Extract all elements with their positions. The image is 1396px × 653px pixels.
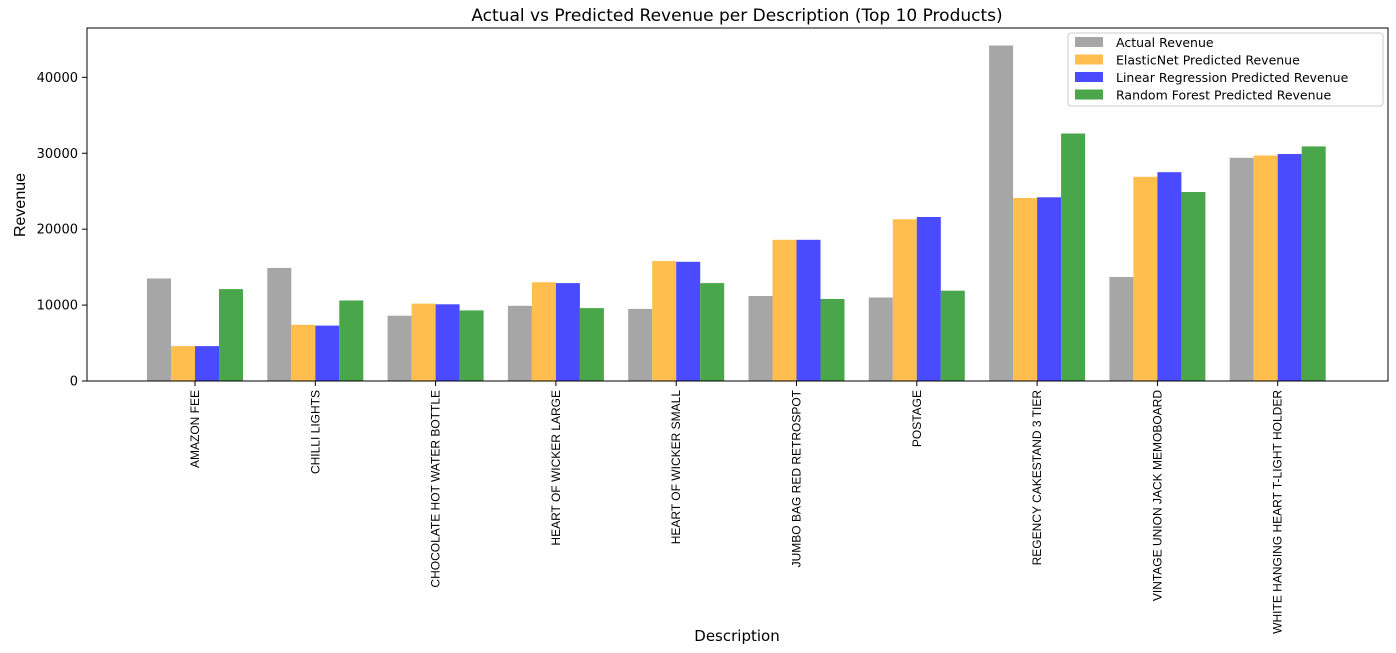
- bar-actual-revenue-0: [147, 278, 171, 381]
- bar-linear-regression-predicted-revenue-1: [315, 325, 340, 381]
- legend-label: Random Forest Predicted Revenue: [1116, 88, 1331, 103]
- bar-random-forest-predicted-revenue-3: [579, 308, 604, 381]
- plot-area-frame: [86, 27, 1389, 382]
- bar-elasticnet-predicted-revenue-4: [652, 261, 677, 381]
- bar-actual-revenue-7: [989, 45, 1014, 381]
- y-tick-label: 40000: [37, 71, 78, 86]
- bar-random-forest-predicted-revenue-1: [339, 300, 364, 381]
- bar-linear-regression-predicted-revenue-4: [676, 261, 701, 381]
- bar-linear-regression-predicted-revenue-2: [435, 304, 460, 381]
- bar-linear-regression-predicted-revenue-8: [1157, 172, 1182, 381]
- bar-random-forest-predicted-revenue-9: [1301, 146, 1326, 381]
- bar-linear-regression-predicted-revenue-3: [555, 283, 580, 381]
- legend-label: ElasticNet Predicted Revenue: [1116, 53, 1300, 68]
- bar-elasticnet-predicted-revenue-5: [772, 239, 797, 381]
- bar-linear-regression-predicted-revenue-7: [1037, 197, 1062, 381]
- x-tick-label: WHITE HANGING HEART T-LIGHT HOLDER: [1271, 390, 1285, 634]
- y-axis-ticks: 0 10000 20000 30000 40000: [37, 71, 87, 390]
- bar-actual-revenue-3: [507, 305, 532, 381]
- y-tick-label: 10000: [37, 299, 78, 314]
- bar-actual-revenue-2: [387, 315, 412, 381]
- y-axis-title: Revenue: [12, 173, 29, 237]
- bar-elasticnet-predicted-revenue-0: [171, 346, 195, 381]
- x-axis-ticks: AMAZON FEE CHILLI LIGHTS CHOCOLATE HOT WAT…: [188, 381, 1285, 634]
- bar-random-forest-predicted-revenue-0: [219, 289, 243, 381]
- legend-frame: [1067, 32, 1384, 107]
- x-tick-label: AMAZON FEE: [188, 390, 202, 468]
- bar-linear-regression-predicted-revenue-5: [796, 239, 821, 381]
- legend-label: Actual Revenue: [1116, 35, 1214, 50]
- x-tick-label: VINTAGE UNION JACK MEMOBOARD: [1150, 390, 1164, 601]
- x-tick-label: HEART OF WICKER SMALL: [669, 390, 683, 545]
- bar-elasticnet-predicted-revenue-3: [531, 282, 556, 381]
- y-tick-label: 30000: [37, 147, 78, 162]
- x-tick-label: POSTAGE: [910, 390, 924, 447]
- bar-random-forest-predicted-revenue-2: [459, 310, 484, 381]
- bar-random-forest-predicted-revenue-8: [1181, 192, 1206, 381]
- x-tick-label: HEART OF WICKER LARGE: [549, 390, 563, 546]
- legend: Actual Revenue ElasticNet Predicted Reven…: [1067, 32, 1384, 107]
- bar-actual-revenue-9: [1229, 157, 1254, 381]
- bar-elasticnet-predicted-revenue-8: [1133, 176, 1158, 381]
- legend-swatch: [1075, 89, 1103, 100]
- y-tick-label: 0: [70, 375, 78, 390]
- bar-elasticnet-predicted-revenue-9: [1253, 155, 1278, 381]
- bar-elasticnet-predicted-revenue-1: [291, 324, 316, 381]
- bars-layer: [147, 45, 1326, 381]
- bar-linear-regression-predicted-revenue-9: [1277, 154, 1302, 381]
- bar-elasticnet-predicted-revenue-7: [1013, 198, 1038, 381]
- x-tick-label: REGENCY CAKESTAND 3 TIER: [1030, 390, 1044, 566]
- y-tick-label: 20000: [37, 223, 78, 238]
- bar-linear-regression-predicted-revenue-6: [916, 217, 941, 381]
- legend-items: Actual Revenue ElasticNet Predicted Reven…: [1075, 35, 1349, 103]
- bar-linear-regression-predicted-revenue-0: [195, 346, 219, 381]
- bar-actual-revenue-6: [868, 297, 893, 381]
- legend-swatch: [1075, 72, 1103, 82]
- legend-swatch: [1075, 54, 1103, 65]
- bar-actual-revenue-4: [628, 308, 653, 381]
- x-tick-label: CHILLI LIGHTS: [308, 390, 322, 474]
- x-tick-label: CHOCOLATE HOT WATER BOTTLE: [429, 390, 443, 588]
- bar-elasticnet-predicted-revenue-6: [892, 219, 917, 381]
- bar-actual-revenue-1: [267, 267, 292, 381]
- chart-title: Actual vs Predicted Revenue per Descript…: [471, 6, 1002, 26]
- bar-elasticnet-predicted-revenue-2: [411, 303, 436, 381]
- bar-actual-revenue-5: [748, 296, 773, 381]
- bar-random-forest-predicted-revenue-5: [820, 299, 845, 381]
- bar-random-forest-predicted-revenue-6: [940, 290, 965, 381]
- x-tick-label: JUMBO BAG RED RETROSPOT: [790, 389, 804, 567]
- x-axis-title: Description: [694, 627, 779, 645]
- bar-actual-revenue-8: [1109, 277, 1134, 381]
- legend-label: Linear Regression Predicted Revenue: [1116, 70, 1349, 85]
- bar-random-forest-predicted-revenue-4: [700, 283, 725, 381]
- bar-random-forest-predicted-revenue-7: [1061, 133, 1086, 381]
- legend-swatch: [1075, 37, 1103, 47]
